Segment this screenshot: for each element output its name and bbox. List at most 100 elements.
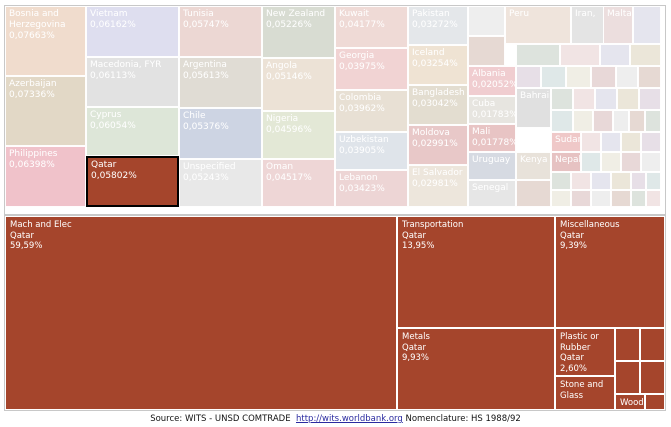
tile-small-partner[interactable]: [638, 66, 661, 88]
tile-small-partner[interactable]: [551, 172, 571, 190]
tile-small-partner[interactable]: [551, 110, 573, 132]
tile-new-zealand[interactable]: New Zealand 0,05226%: [262, 6, 335, 58]
tile-peru[interactable]: Peru: [505, 6, 571, 44]
tile-kuwait[interactable]: Kuwait 0,04177%: [335, 6, 408, 48]
tile-uruguay[interactable]: Uruguay: [468, 152, 516, 180]
tile-pakistan[interactable]: Pakistan 0,03272%: [408, 6, 468, 45]
tile-small-partner[interactable]: [617, 88, 639, 110]
tile-small-partner[interactable]: [630, 44, 661, 66]
tile-small-partner[interactable]: [591, 172, 611, 190]
sector-tile-stone-and-glass[interactable]: Stone and Glass: [555, 376, 615, 410]
tile-small-partner[interactable]: [601, 152, 621, 172]
tile-malta[interactable]: Malta: [603, 6, 633, 44]
sector-tile-small[interactable]: [615, 328, 640, 361]
tile-iran[interactable]: Iran,: [571, 6, 605, 44]
tile-small-partner[interactable]: [468, 36, 505, 66]
tile-small-partner[interactable]: [631, 190, 646, 207]
tile-small-partner[interactable]: [611, 190, 631, 207]
tile-small-partner[interactable]: [560, 44, 600, 66]
tile-macedonia-fyr[interactable]: Macedonia, FYR 0,06113%: [86, 57, 179, 107]
tile-azerbaijan[interactable]: Azerbaijan 0,07336%: [5, 76, 86, 146]
tile-small-partner[interactable]: [645, 110, 661, 132]
sector-tile-miscellaneous[interactable]: Miscellaneous Qatar 9,39%: [555, 216, 665, 328]
tile-value: 0,03423%: [339, 184, 385, 194]
tile-small-partner[interactable]: [551, 88, 573, 110]
tile-small-partner[interactable]: [621, 152, 641, 172]
tile-small-partner[interactable]: [581, 132, 601, 152]
tile-small-partner[interactable]: [593, 110, 613, 132]
tile-small-partner[interactable]: [591, 66, 616, 88]
tile-small-partner[interactable]: [516, 44, 560, 66]
tile-kenya[interactable]: Kenya: [516, 152, 551, 180]
tile-el-salvador[interactable]: El Salvador 0,02981%: [408, 165, 468, 207]
tile-oman[interactable]: Oman 0,04517%: [262, 159, 335, 207]
tile-small-partner[interactable]: [613, 110, 629, 132]
tile-small-partner[interactable]: [641, 132, 661, 152]
tile-small-partner[interactable]: [611, 172, 631, 190]
tile-small-partner[interactable]: [639, 88, 661, 110]
tile-small-partner[interactable]: [581, 152, 601, 172]
tile-small-partner[interactable]: [571, 190, 591, 207]
tile-small-partner[interactable]: [595, 88, 617, 110]
tile-mali[interactable]: Mali 0,01778%: [468, 124, 516, 152]
tile-label: Albania: [472, 69, 506, 79]
source-link[interactable]: http://wits.worldbank.org: [296, 414, 403, 424]
tile-value: 0,03975%: [339, 62, 385, 72]
tile-small-partner[interactable]: [468, 6, 505, 36]
tile-bahrain[interactable]: Bahrain: [516, 88, 551, 128]
tile-small-partner[interactable]: [566, 66, 591, 88]
tile-small-partner[interactable]: [621, 132, 641, 152]
sector-name: Wood: [620, 398, 644, 408]
tile-lebanon[interactable]: Lebanon 0,03423%: [335, 170, 408, 207]
tile-tunisia[interactable]: Tunisia 0,05747%: [179, 6, 262, 57]
tile-bosnia-and-herzegovina[interactable]: Bosnia and Herzegovina 0,07663%: [5, 6, 86, 76]
tile-small-partner[interactable]: [646, 172, 661, 190]
tile-nigeria[interactable]: Nigeria 0,04596%: [262, 111, 335, 159]
tile-sudan[interactable]: Sudan: [551, 132, 581, 152]
tile-small-partner[interactable]: [591, 190, 611, 207]
tile-senegal[interactable]: Senegal: [468, 180, 516, 207]
tile-small-partner[interactable]: [541, 66, 566, 88]
tile-qatar[interactable]: Qatar 0,05802%: [86, 156, 179, 207]
sector-tile-metals[interactable]: Metals Qatar 9,93%: [397, 328, 555, 410]
sector-tile-small[interactable]: [640, 328, 665, 361]
tile-small-partner[interactable]: [629, 110, 645, 132]
tile-vietnam[interactable]: Vietnam 0,06162%: [86, 6, 179, 57]
tile-bangladesh[interactable]: Bangladesh 0,03042%: [408, 85, 468, 125]
tile-small-partner[interactable]: [631, 172, 646, 190]
sector-tile-transportation[interactable]: Transportation Qatar 13,95%: [397, 216, 555, 328]
tile-small-partner[interactable]: [573, 88, 595, 110]
sector-tile-plastic-or-rubber[interactable]: Plastic or Rubber Qatar 2,60%: [555, 328, 615, 376]
tile-moldova[interactable]: Moldova 0,02991%: [408, 125, 468, 165]
sector-tile-small[interactable]: [640, 361, 665, 394]
tile-uzbekistan[interactable]: Uzbekistan 0,03905%: [335, 132, 408, 170]
sector-tile-wood[interactable]: Wood: [615, 394, 645, 410]
tile-small-partner[interactable]: [573, 110, 593, 132]
tile-unspecified[interactable]: Unspecified 0,05243%: [179, 159, 262, 207]
tile-iceland[interactable]: Iceland 0,03254%: [408, 45, 468, 85]
tile-georgia[interactable]: Georgia 0,03975%: [335, 48, 408, 90]
tile-small-partner[interactable]: [551, 190, 571, 207]
tile-small-partner[interactable]: [616, 66, 638, 88]
sector-tile-mach-and-elec[interactable]: Mach and Elec Qatar 59,59%: [5, 216, 397, 410]
tile-angola[interactable]: Angola 0,05146%: [262, 58, 335, 111]
tile-philippines[interactable]: Philippines 0,06398%: [5, 146, 86, 207]
tile-argentina[interactable]: Argentina 0,05613%: [179, 57, 262, 108]
tile-cyprus[interactable]: Cyprus 0,06054%: [86, 107, 179, 156]
sector-tile-small[interactable]: [645, 394, 665, 410]
tile-small-partner[interactable]: [646, 190, 661, 207]
tile-small-partner[interactable]: [516, 66, 541, 88]
tile-cuba[interactable]: Cuba 0,01783%: [468, 96, 516, 124]
tile-small-partner[interactable]: [600, 44, 630, 66]
tile-colombia[interactable]: Colombia 0,03962%: [335, 90, 408, 132]
tile-small-partner[interactable]: [633, 6, 661, 44]
sector-tile-small[interactable]: [615, 361, 640, 394]
tile-nepal[interactable]: Nepal: [551, 152, 581, 172]
tile-chile[interactable]: Chile 0,05376%: [179, 108, 262, 159]
tile-albania[interactable]: Albania 0,02052%: [468, 66, 516, 96]
tile-value: 0,05376%: [183, 122, 229, 132]
tile-small-partner[interactable]: [641, 152, 661, 172]
tile-small-partner[interactable]: [516, 180, 551, 207]
tile-small-partner[interactable]: [601, 132, 621, 152]
tile-small-partner[interactable]: [571, 172, 591, 190]
